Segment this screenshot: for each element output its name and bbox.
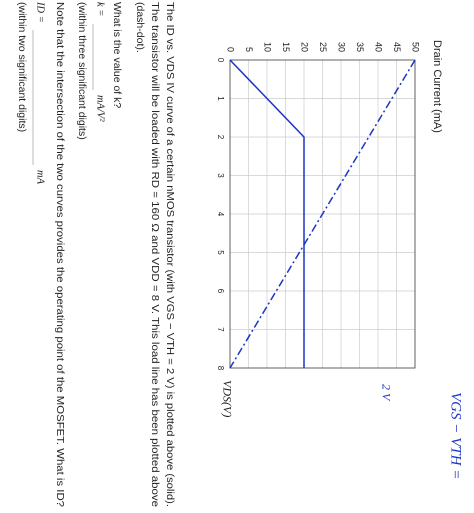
x-tick-label: 6 bbox=[216, 289, 225, 294]
question: Note that the intersection of the two cu… bbox=[54, 2, 66, 507]
y-tick-label: 5 bbox=[244, 47, 254, 52]
note: (within three significant digits) bbox=[76, 2, 88, 140]
x-tick-label: 4 bbox=[216, 212, 225, 217]
y-tick-label: 20 bbox=[300, 42, 310, 52]
y-tick-label: 30 bbox=[337, 42, 347, 52]
answer-label: k = bbox=[95, 2, 106, 16]
paragraph-line: The ID vs. VDS IV curve of a certain nMO… bbox=[164, 2, 176, 507]
y-tick-label: 25 bbox=[318, 42, 328, 52]
x-axis-label: VDS(V) bbox=[220, 380, 234, 417]
unit: mA bbox=[35, 170, 46, 185]
header-answer: 2 V bbox=[379, 384, 393, 402]
x-tick-label: 7 bbox=[216, 327, 225, 332]
data-line bbox=[229, 59, 305, 368]
answer-label: ID = bbox=[35, 1, 46, 23]
x-tick-label: 3 bbox=[216, 173, 225, 178]
y-tick-label: 45 bbox=[392, 42, 402, 52]
x-tick-label: 0 bbox=[216, 58, 225, 63]
paragraph-line: (dash-dot). bbox=[134, 2, 146, 53]
x-tick-label: 8 bbox=[216, 366, 225, 371]
data-line bbox=[229, 59, 416, 369]
x-tick-label: 2 bbox=[216, 135, 225, 140]
y-tick-label: 0 bbox=[226, 47, 236, 52]
y-tick-label: 35 bbox=[355, 42, 365, 52]
x-tick-label: 1 bbox=[216, 96, 225, 101]
y-tick-label: 15 bbox=[281, 42, 291, 52]
header-expression: VGS − VTH = bbox=[448, 392, 464, 479]
x-tick-label: 5 bbox=[216, 250, 225, 255]
paragraph-line: The transistor will be loaded with RD = … bbox=[149, 2, 161, 507]
unit: mA/V² bbox=[95, 95, 106, 122]
question: What is the value of k? bbox=[111, 2, 123, 108]
y-axis-label: Drain Current (mA) bbox=[431, 40, 443, 133]
y-tick-label: 40 bbox=[374, 42, 384, 52]
note: (within two significant digits) bbox=[16, 2, 28, 132]
y-tick-label: 10 bbox=[263, 42, 273, 52]
y-tick-label: 50 bbox=[411, 42, 421, 52]
plot-frame bbox=[229, 59, 416, 369]
